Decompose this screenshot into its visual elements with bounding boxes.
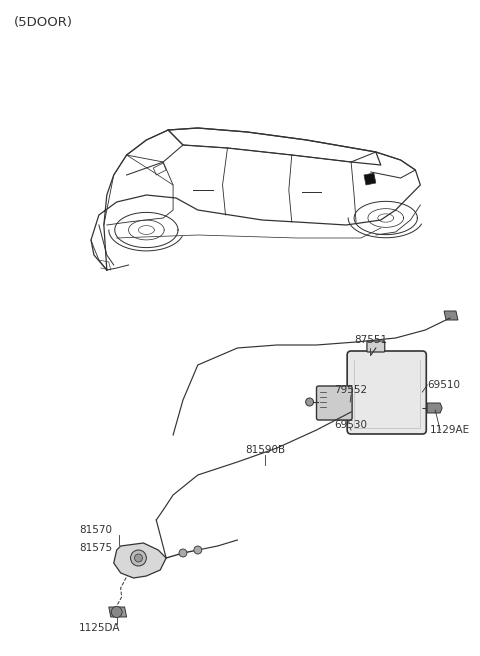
Circle shape (306, 398, 313, 406)
FancyBboxPatch shape (316, 386, 352, 420)
Text: 1129AE: 1129AE (430, 425, 470, 435)
Circle shape (131, 550, 146, 566)
Polygon shape (427, 403, 442, 413)
Polygon shape (114, 543, 166, 578)
Circle shape (194, 546, 202, 554)
Text: 81590B: 81590B (245, 445, 286, 455)
Text: 81575: 81575 (79, 543, 112, 553)
Text: 81570: 81570 (79, 525, 112, 535)
Circle shape (111, 607, 122, 617)
FancyBboxPatch shape (367, 341, 385, 352)
Polygon shape (444, 311, 458, 320)
Text: 79552: 79552 (334, 385, 367, 395)
Circle shape (134, 554, 143, 562)
FancyBboxPatch shape (347, 351, 426, 434)
Text: 69510: 69510 (427, 380, 460, 390)
Text: 1125DA: 1125DA (79, 623, 120, 633)
Circle shape (179, 549, 187, 557)
Polygon shape (109, 607, 127, 617)
Polygon shape (364, 173, 376, 185)
Text: 87551: 87551 (354, 335, 387, 345)
Text: 69530: 69530 (334, 420, 367, 430)
Text: (5DOOR): (5DOOR) (14, 16, 73, 29)
